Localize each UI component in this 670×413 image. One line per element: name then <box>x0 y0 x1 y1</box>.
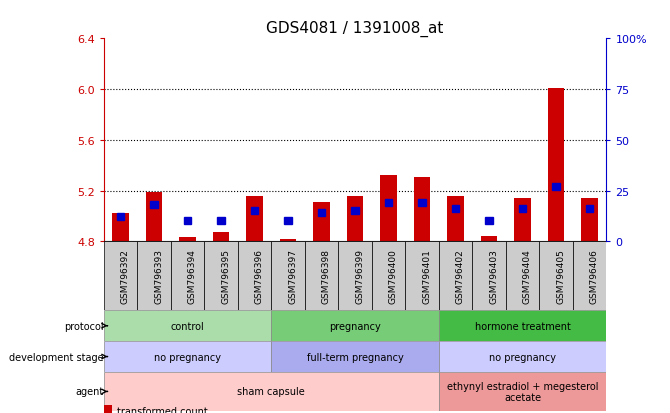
Bar <box>213 233 229 242</box>
Bar <box>104 341 271 372</box>
Bar <box>117 214 125 221</box>
Bar <box>506 242 539 311</box>
Text: sham capsule: sham capsule <box>237 387 306 396</box>
Bar <box>112 214 129 242</box>
Bar <box>104 372 439 411</box>
Bar <box>217 218 225 225</box>
Text: GSM796394: GSM796394 <box>188 249 196 304</box>
Bar <box>271 242 305 311</box>
Title: GDS4081 / 1391008_at: GDS4081 / 1391008_at <box>267 20 444 36</box>
Bar <box>271 311 439 341</box>
Bar <box>439 311 606 341</box>
Text: no pregnancy: no pregnancy <box>154 352 221 362</box>
Text: GSM796398: GSM796398 <box>322 249 330 304</box>
Bar <box>539 242 573 311</box>
Bar <box>414 177 431 242</box>
Bar <box>305 242 338 311</box>
Bar <box>385 200 392 206</box>
Bar <box>338 242 372 311</box>
Text: full-term pregnancy: full-term pregnancy <box>307 352 403 362</box>
Bar <box>439 242 472 311</box>
Text: GSM796402: GSM796402 <box>456 249 464 304</box>
Bar <box>150 202 158 209</box>
Bar <box>573 242 606 311</box>
Bar <box>372 242 405 311</box>
Text: GSM796395: GSM796395 <box>221 249 230 304</box>
Bar <box>204 242 238 311</box>
Text: development stage: development stage <box>9 352 104 362</box>
Text: GSM796401: GSM796401 <box>422 249 431 304</box>
Bar <box>439 372 606 411</box>
Bar <box>515 199 531 242</box>
Bar <box>247 196 263 242</box>
Bar <box>184 218 192 225</box>
Text: ethynyl estradiol + megesterol
acetate: ethynyl estradiol + megesterol acetate <box>447 381 598 402</box>
Bar <box>472 242 506 311</box>
Bar <box>519 206 527 213</box>
Bar <box>405 242 439 311</box>
Bar <box>481 237 497 242</box>
Text: GSM796399: GSM796399 <box>355 249 364 304</box>
Bar <box>318 210 325 217</box>
Text: control: control <box>171 321 204 331</box>
Text: protocol: protocol <box>64 321 104 331</box>
Bar <box>452 206 460 213</box>
Text: hormone treatment: hormone treatment <box>474 321 571 331</box>
Bar <box>280 239 297 242</box>
Bar <box>347 196 364 242</box>
Bar <box>548 88 564 242</box>
Text: GSM796400: GSM796400 <box>389 249 397 304</box>
Bar <box>271 341 439 372</box>
Bar <box>238 242 271 311</box>
Bar <box>418 200 426 206</box>
Bar <box>448 196 464 242</box>
Text: agent: agent <box>76 387 104 396</box>
Bar <box>104 242 137 311</box>
Text: GSM796397: GSM796397 <box>288 249 297 304</box>
Text: GSM796403: GSM796403 <box>489 249 498 304</box>
Bar <box>284 218 291 225</box>
Bar <box>582 199 598 242</box>
Bar <box>552 183 559 190</box>
Bar <box>314 202 330 242</box>
Bar <box>137 242 171 311</box>
Bar <box>381 176 397 242</box>
Bar <box>485 218 492 225</box>
Text: GSM796404: GSM796404 <box>523 249 531 304</box>
Text: transformed count: transformed count <box>117 406 208 413</box>
Text: GSM796393: GSM796393 <box>154 249 163 304</box>
Text: GSM796396: GSM796396 <box>255 249 263 304</box>
Bar <box>104 311 271 341</box>
Text: GSM796392: GSM796392 <box>121 249 129 304</box>
Bar <box>171 242 204 311</box>
Bar <box>146 192 162 242</box>
Bar <box>586 206 594 213</box>
Text: pregnancy: pregnancy <box>329 321 381 331</box>
Text: GSM796405: GSM796405 <box>556 249 565 304</box>
Bar <box>180 238 196 242</box>
Text: GSM796406: GSM796406 <box>590 249 598 304</box>
Bar <box>251 208 259 215</box>
Bar <box>351 208 359 215</box>
Text: no pregnancy: no pregnancy <box>489 352 556 362</box>
Bar <box>439 341 606 372</box>
